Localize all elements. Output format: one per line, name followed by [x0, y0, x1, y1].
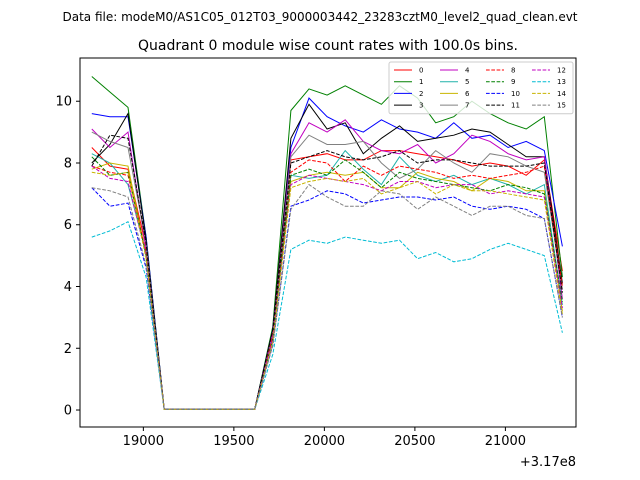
legend-label: 15	[557, 102, 566, 110]
chart-title: Quadrant 0 module wise count rates with …	[138, 38, 518, 54]
legend-label: 1	[419, 78, 423, 86]
legend-label: 12	[557, 67, 566, 75]
x-tick-label: 20000	[304, 434, 345, 449]
data-file-label: Data file: modeM0/AS1C05_012T03_90000034…	[62, 10, 577, 24]
y-tick-label: 8	[64, 156, 72, 171]
x-axis-ticks: 19000 19500 20000 20500 21000	[123, 427, 526, 449]
series-line-10	[91, 187, 563, 410]
legend-label: 0	[419, 67, 423, 75]
legend-label: 4	[465, 67, 470, 75]
series-line-7	[91, 131, 563, 410]
legend-label: 9	[511, 78, 515, 86]
series-line-5	[91, 149, 563, 410]
series-line-13	[91, 220, 563, 410]
y-axis-ticks: 0 2 4 6 8 10	[55, 95, 80, 419]
plot-frame	[79, 57, 577, 428]
legend-label: 8	[511, 67, 515, 75]
x-tick-label: 19500	[213, 434, 254, 449]
y-tick-label: 2	[64, 342, 72, 357]
x-tick-label: 20500	[394, 434, 435, 449]
legend-label: 3	[419, 102, 423, 110]
x-tick-label: 19000	[123, 434, 164, 449]
series-line-14	[91, 171, 563, 410]
y-tick-label: 10	[55, 95, 72, 110]
series-line-0	[91, 147, 563, 410]
legend-label: 11	[511, 102, 520, 110]
x-offset-label: +3.17e8	[520, 455, 576, 470]
series-line-11	[91, 134, 563, 410]
legend-label: 5	[465, 78, 469, 86]
y-tick-label: 4	[64, 280, 72, 295]
x-tick-label: 21000	[485, 434, 526, 449]
legend-label: 7	[465, 102, 469, 110]
y-tick-label: 0	[64, 404, 72, 419]
series-line-3	[91, 103, 563, 410]
series-line-9	[91, 156, 563, 410]
legend-label: 14	[557, 90, 566, 98]
y-tick-label: 6	[64, 218, 72, 233]
legend-label: 2	[419, 90, 423, 98]
legend-label: 10	[511, 90, 520, 98]
series-line-12	[91, 165, 563, 410]
series-line-6	[91, 162, 563, 410]
legend-label: 6	[465, 90, 470, 98]
legend-frame	[388, 61, 574, 115]
series-line-8	[91, 159, 563, 410]
series-line-15	[91, 183, 563, 410]
plot-lines	[91, 76, 563, 410]
legend-label: 13	[557, 78, 566, 86]
